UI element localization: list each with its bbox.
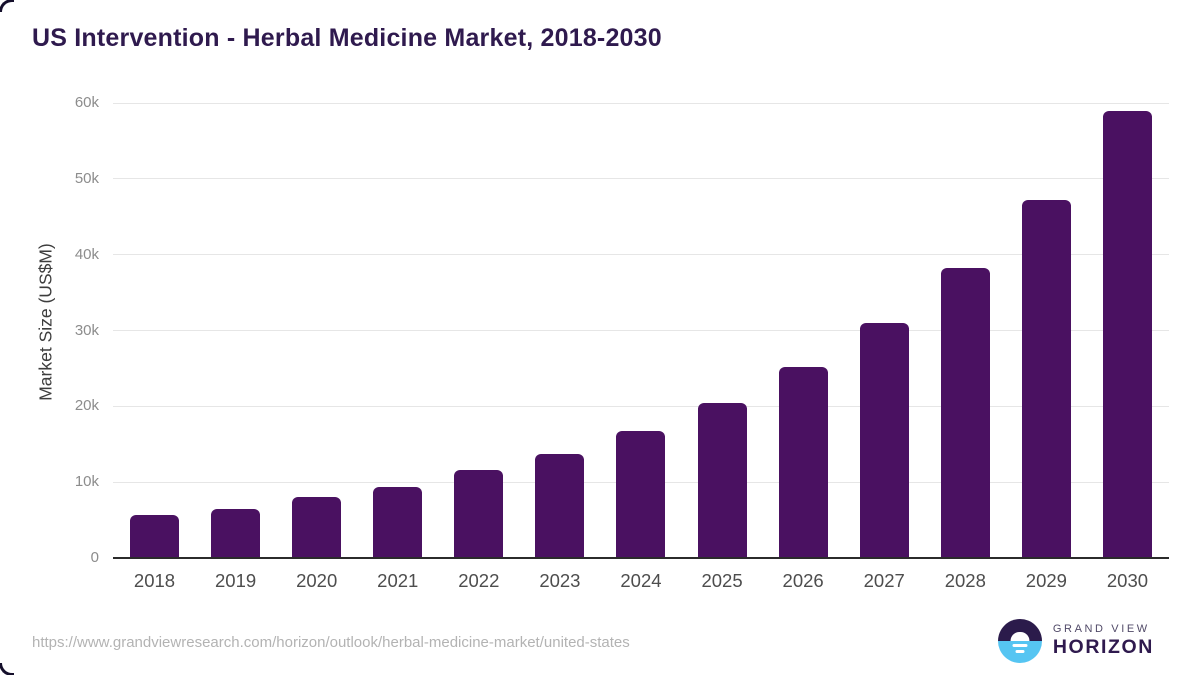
reflection-bar <box>1015 650 1025 654</box>
gridline-30k <box>113 330 1169 331</box>
bar-2021[interactable] <box>373 486 423 558</box>
bar-2028[interactable] <box>940 268 990 558</box>
y-tick-label-20k: 20k <box>74 397 99 415</box>
gridline-40k <box>113 254 1169 256</box>
source-url: https://www.grandviewresearch.com/horizo… <box>32 634 630 651</box>
y-tick-label-40k: 40k <box>74 245 99 263</box>
bar-2023[interactable] <box>535 454 585 558</box>
x-axis-line <box>113 556 1169 559</box>
y-tick-label-60k: 60k <box>74 94 99 111</box>
x-tick-label-2030: 2030 <box>1106 570 1149 591</box>
x-tick-label-2027: 2027 <box>863 570 905 591</box>
bar-2025[interactable] <box>697 403 747 558</box>
x-tick-label-2025: 2025 <box>701 570 743 591</box>
y-tick-label-10k: 10k <box>74 473 99 491</box>
y-tick-label-50k: 50k <box>74 169 99 187</box>
gridline-20k <box>113 405 1169 407</box>
bar-2020[interactable] <box>292 497 342 558</box>
grand-view-horizon-logo[interactable]: GRAND VIEW HORIZON <box>997 619 1154 663</box>
x-tick-label-2029: 2029 <box>1025 570 1067 591</box>
bar-2026[interactable] <box>778 366 828 558</box>
horizon-sunrise-icon <box>997 619 1042 663</box>
bar-2029[interactable] <box>1021 200 1071 558</box>
logo-product-name: HORIZON <box>1052 636 1154 659</box>
x-tick-label-2018: 2018 <box>133 570 176 591</box>
x-tick-label-2020: 2020 <box>296 570 338 591</box>
bar-2019[interactable] <box>211 508 261 558</box>
plot-area: 0 10k 20k 30k 40k 50k 60k 2018 2019 2020 2021 2022 2… <box>75 94 1169 591</box>
gridline-60k <box>113 102 1169 104</box>
x-tick-label-2021: 2021 <box>377 570 419 591</box>
y-tick-label-30k: 30k <box>74 321 99 339</box>
gridline-50k <box>113 178 1169 180</box>
bar-2022[interactable] <box>454 470 504 558</box>
logo-text: GRAND VIEW HORIZON <box>1053 624 1154 658</box>
x-tick-label-2024: 2024 <box>620 570 662 591</box>
logo-brand-name: GRAND VIEW <box>1052 623 1150 636</box>
bar-2027[interactable] <box>859 322 909 558</box>
x-tick-label-2026: 2026 <box>782 570 824 591</box>
reflection-bar <box>1012 644 1028 648</box>
x-tick-label-2028: 2028 <box>944 570 986 591</box>
x-tick-label-2019: 2019 <box>215 570 257 591</box>
bar-2024[interactable] <box>616 431 666 558</box>
y-axis-title: Market Size (US$M) <box>35 243 56 401</box>
frame-corner-bottom-left <box>0 663 14 675</box>
frame-corner-top-left <box>0 0 14 12</box>
bar-2030[interactable] <box>1102 111 1152 558</box>
sun-dome-shape <box>1010 631 1030 641</box>
bar-2018[interactable] <box>130 514 179 558</box>
x-tick-label-2023: 2023 <box>539 570 581 591</box>
x-tick-label-2022: 2022 <box>458 570 500 591</box>
y-tick-label-0: 0 <box>90 549 99 566</box>
chart-title: US Intervention - Herbal Medicine Market… <box>32 24 662 52</box>
